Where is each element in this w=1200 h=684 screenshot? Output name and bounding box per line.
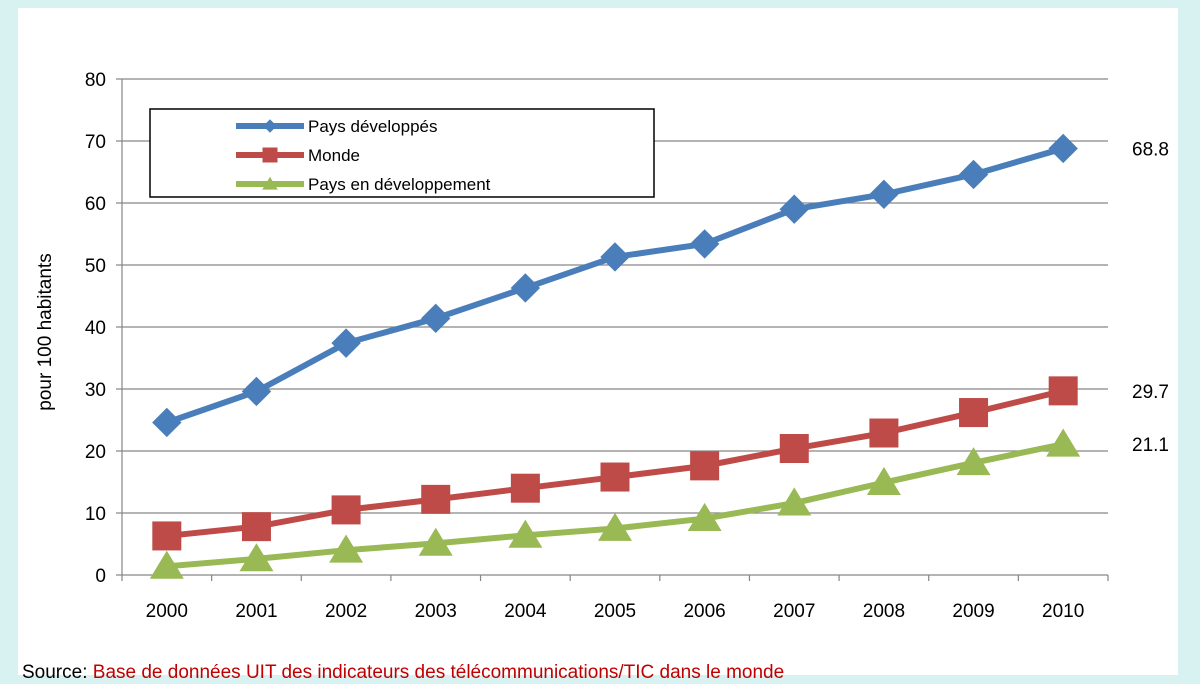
y-tick-label: 30 bbox=[85, 380, 106, 401]
data-point bbox=[1048, 376, 1078, 406]
data-point bbox=[239, 543, 274, 572]
data-point bbox=[421, 303, 451, 334]
y-tick-label: 20 bbox=[85, 442, 106, 463]
y-tick-label: 0 bbox=[95, 566, 106, 587]
axes bbox=[116, 78, 1109, 581]
data-point bbox=[866, 466, 901, 496]
data-point bbox=[329, 534, 364, 563]
labels-group: 0 10 20 30 40 50 60 70 80 2000 2001 2002 2003 2004 200… bbox=[35, 70, 1169, 622]
data-point bbox=[510, 473, 540, 503]
data-point bbox=[262, 147, 278, 163]
series-1 bbox=[152, 133, 1078, 438]
data-point bbox=[956, 447, 991, 476]
x-tick-label: 2000 bbox=[146, 601, 188, 622]
x-tick-label: 2010 bbox=[1042, 601, 1084, 622]
data-point bbox=[690, 451, 720, 481]
data-point bbox=[263, 119, 277, 133]
data-point bbox=[241, 376, 272, 407]
line-chart: 0 10 20 30 40 50 60 70 80 2000 2001 2002 2003 2004 200… bbox=[35, 70, 1169, 622]
source-prefix: Source: bbox=[22, 662, 88, 683]
y-tick-label: 10 bbox=[85, 504, 106, 525]
data-point bbox=[687, 502, 722, 531]
legend-label: Pays développés bbox=[308, 117, 437, 136]
data-point bbox=[958, 159, 989, 190]
chart-frame: 0 10 20 30 40 50 60 70 80 2000 2001 2002 2003 2004 200… bbox=[18, 8, 1178, 675]
y-axis-title: pour 100 habitants bbox=[35, 253, 56, 410]
end-value-label: 29.7 bbox=[1132, 382, 1169, 403]
data-point bbox=[149, 550, 184, 579]
source-text: Base de données UIT des indicateurs des … bbox=[92, 662, 785, 683]
legend-item: Pays développés bbox=[236, 117, 437, 136]
source-note: Source: Base de données UIT des indicate… bbox=[22, 662, 784, 684]
x-tick-label: 2004 bbox=[504, 601, 547, 622]
y-tick-label: 70 bbox=[85, 132, 106, 153]
data-point bbox=[152, 407, 182, 438]
x-tick-label: 2006 bbox=[683, 601, 725, 622]
data-point bbox=[508, 519, 543, 548]
legend: Pays développés Monde Pays en développemen… bbox=[149, 108, 655, 198]
x-tick-label: 2009 bbox=[952, 601, 994, 622]
data-point bbox=[598, 512, 632, 541]
data-point bbox=[421, 484, 451, 514]
data-point bbox=[418, 527, 453, 556]
data-point bbox=[600, 242, 630, 272]
x-tick-label: 2007 bbox=[773, 601, 815, 622]
series-line bbox=[166, 441, 1064, 570]
legend-label: Monde bbox=[308, 146, 360, 165]
legend-box bbox=[149, 108, 655, 198]
x-tick-label: 2002 bbox=[325, 601, 367, 622]
data-point bbox=[1048, 133, 1078, 164]
data-point bbox=[959, 398, 989, 428]
x-tick-label: 2001 bbox=[235, 601, 277, 622]
data-point bbox=[331, 328, 361, 358]
data-point bbox=[510, 273, 541, 303]
data-point bbox=[777, 487, 812, 516]
y-tick-label: 50 bbox=[85, 256, 106, 277]
y-tick-label: 60 bbox=[85, 194, 106, 215]
series-group bbox=[149, 133, 1081, 579]
data-point bbox=[262, 176, 278, 190]
y-tick-label: 80 bbox=[85, 70, 106, 91]
data-point bbox=[600, 462, 630, 492]
data-point bbox=[331, 495, 361, 525]
data-point bbox=[152, 521, 182, 551]
x-tick-label: 2003 bbox=[415, 601, 457, 622]
x-tick-label: 2008 bbox=[863, 601, 905, 622]
legend-item: Pays en développement bbox=[236, 175, 491, 194]
x-tick-label: 2005 bbox=[594, 601, 636, 622]
data-point bbox=[779, 434, 809, 464]
legend-item: Monde bbox=[236, 146, 360, 165]
series-3 bbox=[149, 428, 1081, 579]
data-point bbox=[869, 418, 899, 448]
end-value-label: 21.1 bbox=[1132, 435, 1169, 456]
data-point bbox=[1046, 428, 1081, 457]
y-tick-label: 40 bbox=[85, 318, 106, 339]
data-point bbox=[869, 179, 899, 210]
series-2 bbox=[152, 376, 1078, 551]
data-point bbox=[241, 512, 271, 542]
data-point bbox=[779, 194, 809, 224]
data-point bbox=[689, 229, 720, 259]
end-value-label: 68.8 bbox=[1132, 139, 1169, 160]
legend-label: Pays en développement bbox=[308, 175, 491, 194]
